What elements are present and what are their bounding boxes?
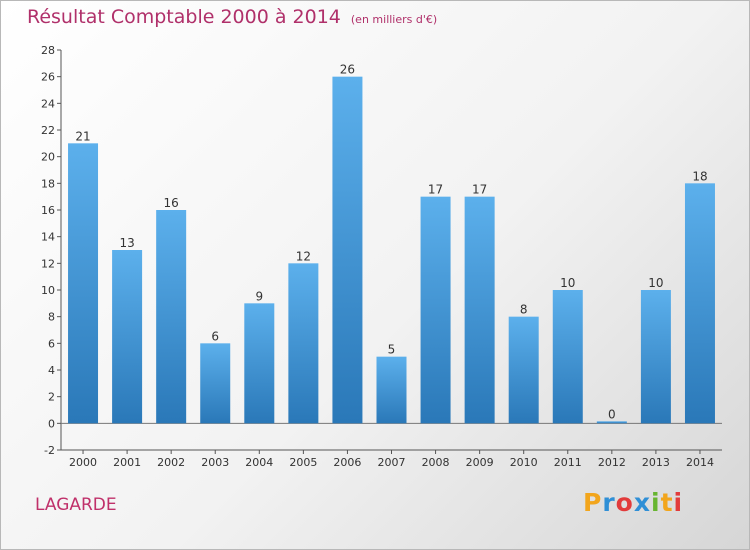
bar[interactable]	[112, 250, 143, 424]
chart-title: Résultat Comptable 2000 à 2014 (en millie…	[27, 6, 437, 28]
chart-bars	[68, 76, 715, 424]
x-tick-label: 2014	[686, 456, 714, 469]
y-tick-label: -2	[44, 444, 55, 457]
y-tick-label: 4	[48, 364, 55, 377]
bar[interactable]	[640, 290, 671, 424]
bar[interactable]	[684, 183, 715, 424]
bar[interactable]	[200, 343, 231, 424]
bar[interactable]	[552, 290, 583, 424]
x-tick-label: 2000	[69, 456, 97, 469]
bar-value-label: 17	[428, 183, 443, 197]
y-tick-label: 28	[41, 44, 55, 57]
y-tick-label: 24	[41, 97, 55, 110]
x-tick-label: 2012	[598, 456, 626, 469]
y-tick-label: 8	[48, 311, 55, 324]
y-tick-label: 22	[41, 124, 55, 137]
x-tick-label: 2011	[554, 456, 582, 469]
bar-value-label: 8	[520, 303, 528, 317]
x-tick-label: 2002	[157, 456, 185, 469]
bar-value-label: 10	[560, 276, 575, 290]
bar[interactable]	[332, 76, 363, 424]
bar-value-label: 12	[296, 249, 311, 263]
bar-value-label: 16	[164, 196, 179, 210]
y-tick-label: 10	[41, 284, 55, 297]
y-tick-label: 0	[48, 417, 55, 430]
x-tick-label: 2009	[466, 456, 494, 469]
logo-letter: i	[651, 488, 661, 517]
bar[interactable]	[508, 316, 539, 424]
x-tick-label: 2004	[245, 456, 273, 469]
x-tick-label: 2003	[201, 456, 229, 469]
y-tick-label: 6	[48, 337, 55, 350]
bar-value-label: 6	[211, 329, 219, 343]
x-tick-label: 2001	[113, 456, 141, 469]
bar[interactable]	[156, 210, 187, 424]
bar[interactable]	[596, 421, 627, 424]
bar[interactable]	[420, 196, 451, 424]
logo-letter: i	[673, 488, 684, 517]
y-tick-label: 2	[48, 391, 55, 404]
x-tick-label: 2005	[289, 456, 317, 469]
x-tick-label: 2007	[378, 456, 406, 469]
bar-value-label: 5	[388, 343, 396, 357]
bar[interactable]	[288, 263, 319, 424]
bar[interactable]	[376, 356, 407, 424]
bar-value-label: 26	[340, 63, 355, 77]
bar[interactable]	[68, 143, 99, 424]
bar-value-label: 17	[472, 183, 487, 197]
bar[interactable]	[244, 303, 275, 424]
logo-letter: o	[615, 488, 634, 517]
y-tick-label: 18	[41, 177, 55, 190]
bar-value-label: 18	[692, 169, 707, 183]
y-tick-label: 14	[41, 231, 55, 244]
chart-subtitle: (en milliers d'€)	[350, 13, 438, 26]
chart-title-text: Résultat Comptable 2000 à 2014	[27, 6, 341, 28]
chart-data-labels: 21 13 16 6 9 12 26 5 17 17 8 10 0 10 18	[75, 63, 707, 422]
bar-value-label: 13	[119, 236, 134, 250]
y-tick-label: 16	[41, 204, 55, 217]
bar[interactable]	[464, 196, 495, 424]
commune-name: LAGARDE	[35, 495, 117, 515]
y-tick-label: 20	[41, 151, 55, 164]
logo-letter: t	[660, 488, 674, 517]
bar-value-label: 0	[608, 407, 616, 421]
x-tick-label: 2006	[333, 456, 361, 469]
bar-value-label: 21	[75, 129, 90, 143]
logo-letter: P	[583, 488, 603, 517]
logo-letter: x	[633, 488, 651, 517]
y-tick-label: 12	[41, 257, 55, 270]
y-tick-label: 26	[41, 71, 55, 84]
x-tick-label: 2013	[642, 456, 670, 469]
x-tick-label: 2008	[422, 456, 450, 469]
logo-letter: r	[602, 488, 616, 517]
x-tick-label: 2010	[510, 456, 538, 469]
bar-value-label: 9	[255, 289, 263, 303]
bar-value-label: 10	[648, 276, 663, 290]
proxiti-logo[interactable]: Proxiti	[583, 488, 683, 517]
